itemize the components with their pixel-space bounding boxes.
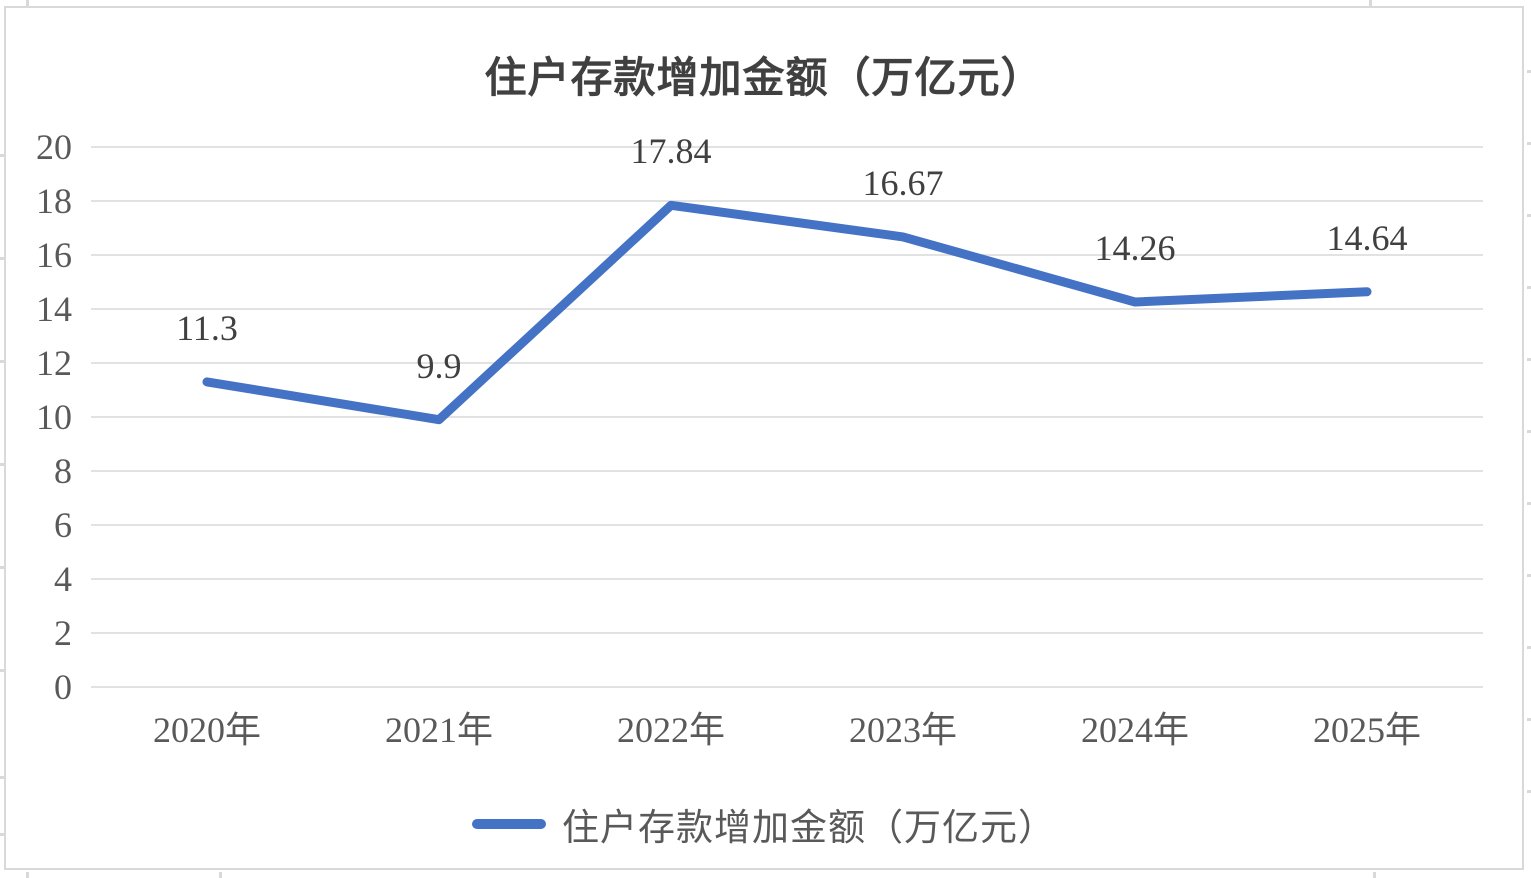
- sheet-gridline-stub: [1527, 70, 1531, 73]
- chart-container[interactable]: 住户存款增加金额（万亿元） 0 2 4 6 8 10 12 14 16 18 20 2020年 202…: [4, 6, 1524, 870]
- sheet-gridline-stub: [1527, 502, 1531, 505]
- sheet-gridline-stub: [1369, 0, 1372, 6]
- chart-title: 住户存款增加金额（万亿元）: [484, 56, 1044, 102]
- data-label: 14.64: [1326, 217, 1408, 258]
- y-tick-label: 2: [54, 613, 72, 653]
- data-label: 11.3: [176, 307, 238, 348]
- sheet-gridline-stub: [1527, 718, 1531, 721]
- sheet-gridline-stub: [1527, 574, 1531, 577]
- sheet-gridline-stub: [0, 669, 4, 672]
- sheet-gridline-stub: [0, 776, 4, 779]
- y-tick-label: 8: [54, 451, 72, 491]
- sheet-gridline-stub: [0, 360, 4, 363]
- data-label: 17.84: [630, 131, 712, 172]
- x-tick-label: 2022年: [616, 710, 725, 750]
- sheet-gridline-stub: [0, 154, 4, 157]
- x-tick-label: 2020年: [152, 710, 261, 750]
- sheet-gridline-stub: [1527, 142, 1531, 145]
- legend-label: 住户存款增加金额（万亿元）: [562, 808, 1056, 849]
- y-tick-label: 10: [36, 397, 72, 437]
- sheet-gridline-stub: [1527, 358, 1531, 361]
- sheet-gridline-stub: [1527, 646, 1531, 649]
- sheet-gridline-stub: [0, 833, 4, 836]
- series-line[interactable]: [202, 200, 1372, 425]
- y-tick-label: 14: [36, 289, 72, 329]
- sheet-gridline-stub: [1373, 872, 1376, 878]
- legend-line-swatch: [472, 819, 546, 829]
- sheet-gridline-stub: [219, 872, 222, 878]
- data-label: 9.9: [416, 345, 462, 386]
- sheet-gridline-stub: [26, 0, 29, 6]
- y-tick-label: 0: [54, 667, 72, 707]
- y-tick-label: 6: [54, 505, 72, 545]
- y-tick-label: 4: [54, 559, 72, 599]
- y-tick-label: 12: [36, 343, 72, 383]
- data-label: 16.67: [862, 162, 944, 203]
- sheet-gridline-stub: [26, 872, 29, 878]
- sheet-gridline-stub: [1527, 790, 1531, 793]
- y-tick-label: 18: [36, 181, 72, 221]
- line-plot: [91, 146, 1483, 688]
- sheet-gridline-stub: [1527, 214, 1531, 217]
- x-tick-label: 2024年: [1080, 710, 1189, 750]
- x-tick-label: 2025年: [1312, 710, 1421, 750]
- sheet-gridline-stub: [0, 463, 4, 466]
- legend[interactable]: 住户存款增加金额（万亿元）: [6, 797, 1522, 851]
- sheet-gridline-stub: [0, 257, 4, 260]
- x-tick-label: 2021年: [384, 710, 493, 750]
- y-tick-label: 16: [36, 235, 72, 275]
- sheet-gridline-stub: [0, 566, 4, 569]
- sheet-gridline-stub: [1527, 286, 1531, 289]
- data-label: 14.26: [1094, 227, 1176, 268]
- y-tick-label: 20: [36, 127, 72, 167]
- x-tick-label: 2023年: [848, 710, 957, 750]
- sheet-gridline-stub: [1527, 430, 1531, 433]
